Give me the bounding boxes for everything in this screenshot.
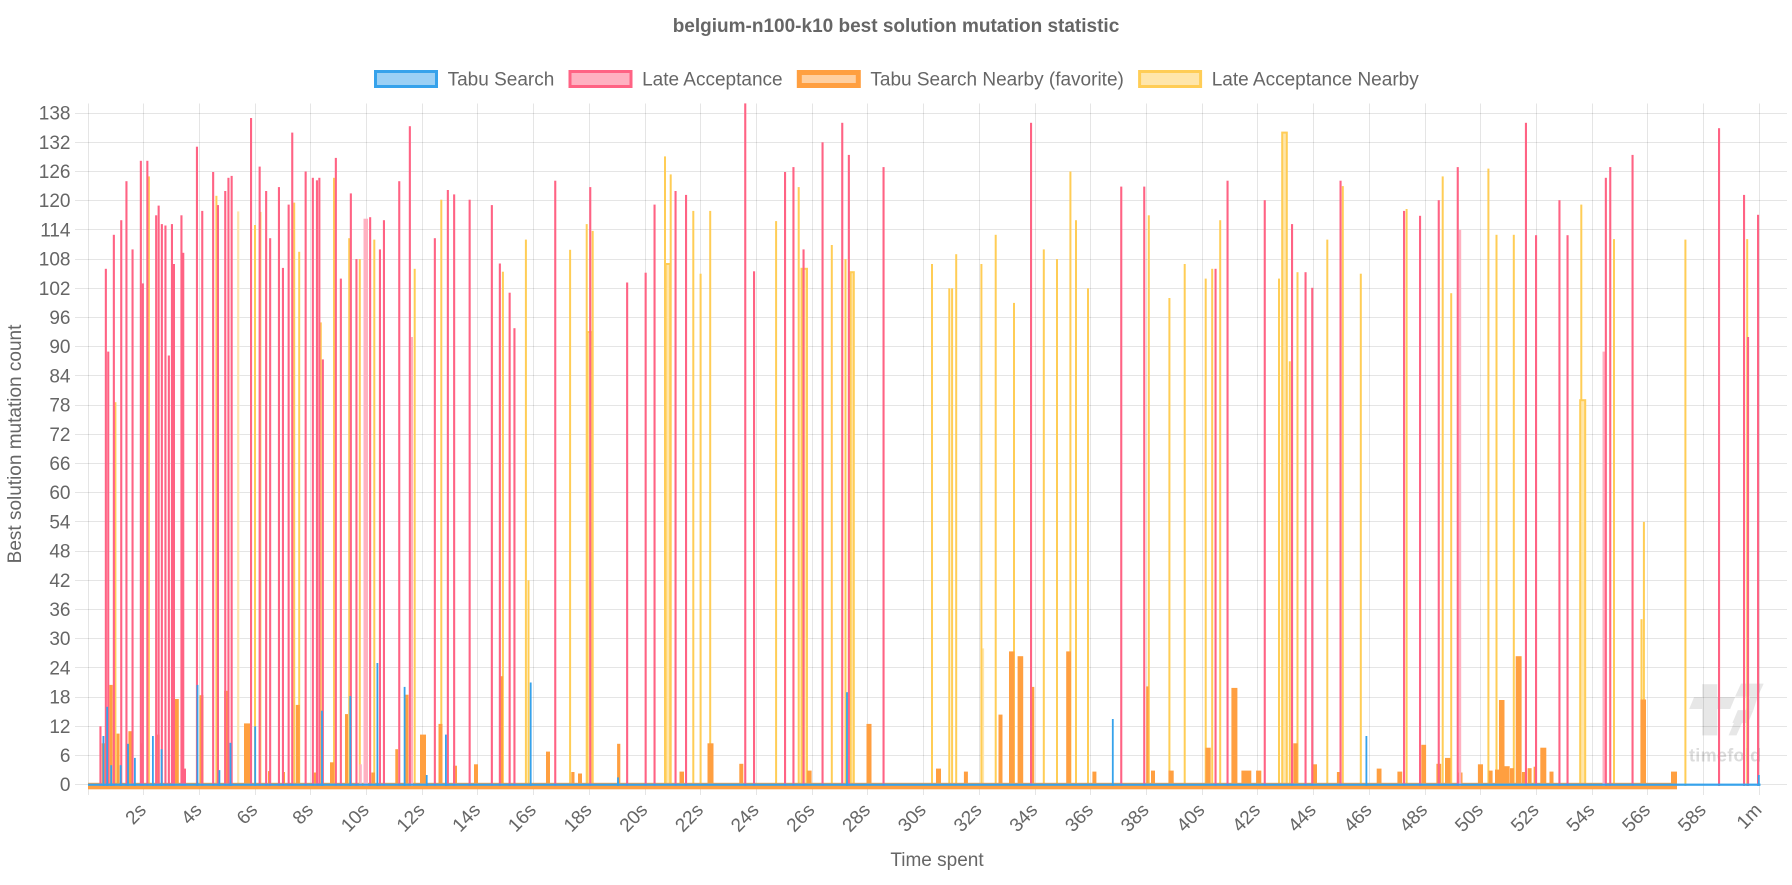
svg-text:12: 12 xyxy=(49,717,70,738)
svg-text:Tabu Search: Tabu Search xyxy=(448,70,555,91)
svg-text:108: 108 xyxy=(39,250,71,271)
svg-text:Best solution mutation count: Best solution mutation count xyxy=(5,324,26,563)
svg-text:132: 132 xyxy=(39,133,71,154)
svg-text:102: 102 xyxy=(39,279,71,300)
svg-text:Tabu Search Nearby (favorite): Tabu Search Nearby (favorite) xyxy=(870,70,1123,91)
svg-text:0: 0 xyxy=(60,775,71,796)
svg-text:18: 18 xyxy=(49,688,70,709)
svg-text:66: 66 xyxy=(49,454,70,475)
svg-text:90: 90 xyxy=(49,337,70,358)
svg-text:96: 96 xyxy=(49,308,70,329)
svg-text:30: 30 xyxy=(49,629,70,650)
svg-text:36: 36 xyxy=(49,600,70,621)
svg-text:Time spent: Time spent xyxy=(890,850,984,871)
svg-text:24: 24 xyxy=(49,658,71,679)
svg-text:120: 120 xyxy=(39,191,71,212)
svg-text:belgium-n100-k10 best solution: belgium-n100-k10 best solution mutation … xyxy=(673,16,1120,37)
svg-text:Late Acceptance Nearby: Late Acceptance Nearby xyxy=(1212,70,1420,91)
svg-text:54: 54 xyxy=(49,512,71,533)
svg-text:48: 48 xyxy=(49,542,70,563)
svg-text:60: 60 xyxy=(49,483,70,504)
svg-text:Late Acceptance: Late Acceptance xyxy=(642,70,783,91)
svg-text:78: 78 xyxy=(49,396,70,417)
svg-text:42: 42 xyxy=(49,571,70,592)
svg-text:126: 126 xyxy=(39,162,71,183)
svg-text:114: 114 xyxy=(40,220,71,241)
svg-text:138: 138 xyxy=(39,104,71,125)
svg-text:6: 6 xyxy=(60,746,71,767)
svg-text:72: 72 xyxy=(49,425,70,446)
svg-text:84: 84 xyxy=(49,366,71,387)
